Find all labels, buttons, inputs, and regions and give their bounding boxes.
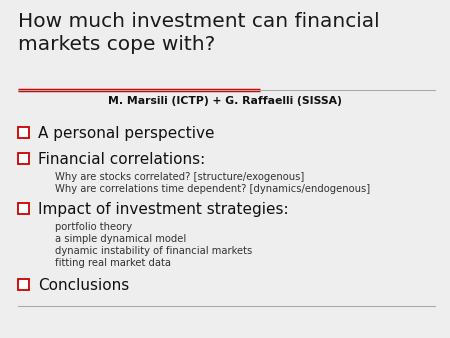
Text: a simple dynamical model: a simple dynamical model	[55, 234, 186, 244]
Text: fitting real market data: fitting real market data	[55, 258, 171, 268]
Text: Why are correlations time dependent? [dynamics/endogenous]: Why are correlations time dependent? [dy…	[55, 184, 370, 194]
Text: Conclusions: Conclusions	[38, 278, 129, 293]
Text: portfolio theory: portfolio theory	[55, 222, 132, 232]
Bar	[18, 127, 29, 138]
Text: Financial correlations:: Financial correlations:	[38, 152, 205, 167]
Text: How much investment can financial
markets cope with?: How much investment can financial market…	[18, 12, 380, 54]
Text: M. Marsili (ICTP) + G. Raffaelli (SISSA): M. Marsili (ICTP) + G. Raffaelli (SISSA)	[108, 96, 342, 106]
Text: dynamic instability of financial markets: dynamic instability of financial markets	[55, 246, 252, 256]
Bar	[18, 203, 29, 214]
Bar	[18, 279, 29, 290]
Bar	[18, 153, 29, 164]
Text: Why are stocks correlated? [structure/exogenous]: Why are stocks correlated? [structure/ex…	[55, 172, 304, 182]
Text: A personal perspective: A personal perspective	[38, 126, 215, 141]
Text: Impact of investment strategies:: Impact of investment strategies:	[38, 202, 288, 217]
